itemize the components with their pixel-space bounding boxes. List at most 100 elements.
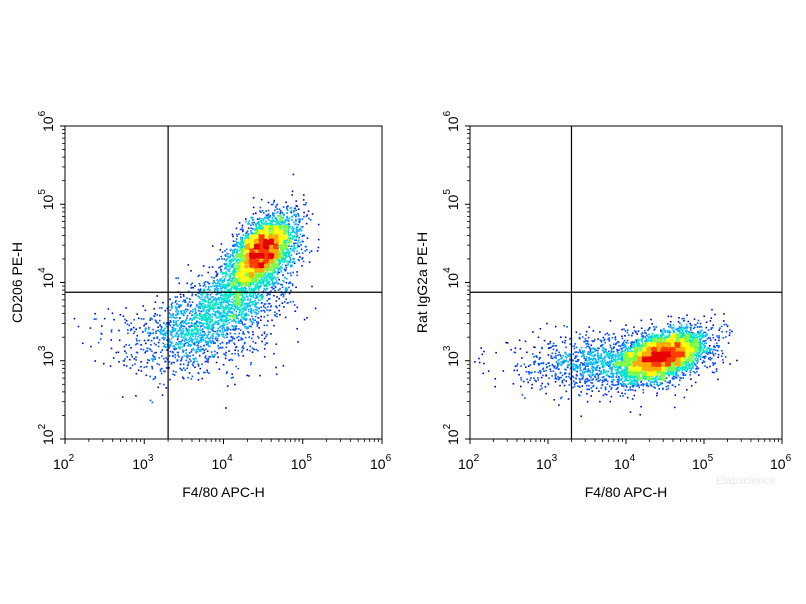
- event-dot: [222, 328, 224, 330]
- event-dot: [265, 286, 267, 288]
- event-dot: [229, 275, 231, 277]
- event-dot: [282, 287, 284, 289]
- event-dot: [232, 250, 234, 252]
- event-dot: [180, 344, 182, 346]
- event-dot: [208, 333, 210, 335]
- event-dot: [282, 212, 284, 214]
- event-dot: [279, 215, 281, 217]
- event-dot: [228, 295, 230, 297]
- event-dot: [266, 280, 268, 282]
- event-dot: [221, 290, 223, 292]
- event-dot: [311, 250, 313, 252]
- event-dot: [172, 329, 174, 331]
- event-dot: [244, 250, 246, 252]
- event-dot: [217, 285, 219, 287]
- event-dot: [172, 346, 174, 348]
- event-dot: [209, 302, 211, 304]
- event-dot: [178, 334, 180, 336]
- event-dot: [187, 315, 189, 317]
- event-dot: [237, 318, 239, 320]
- event-dot: [153, 378, 155, 380]
- event-dot: [195, 294, 197, 296]
- event-dot: [252, 334, 254, 336]
- event-dot: [220, 314, 222, 316]
- event-dot: [227, 315, 229, 317]
- event-dot: [188, 322, 190, 324]
- event-dot: [165, 310, 167, 312]
- event-dot: [135, 395, 137, 397]
- event-dot: [144, 367, 146, 369]
- event-dot: [190, 306, 192, 308]
- event-dot: [244, 287, 246, 289]
- event-dot: [203, 353, 205, 355]
- event-dot: [248, 269, 250, 271]
- event-dot: [198, 307, 200, 309]
- event-dot: [209, 289, 211, 291]
- event-dot: [165, 335, 167, 337]
- event-dot: [298, 252, 300, 254]
- event-dot: [238, 256, 240, 258]
- event-dot: [216, 272, 218, 274]
- event-dot: [187, 335, 189, 337]
- event-dot: [218, 335, 220, 337]
- event-dot: [213, 277, 215, 279]
- event-dot: [226, 327, 228, 329]
- event-dot: [290, 260, 292, 262]
- event-dot: [192, 309, 194, 311]
- event-dot: [221, 258, 223, 260]
- event-dot: [304, 319, 306, 321]
- event-dot: [221, 320, 223, 322]
- event-dot: [199, 285, 201, 287]
- event-dot: [159, 357, 161, 359]
- event-dot: [196, 341, 198, 343]
- event-dot: [234, 326, 236, 328]
- event-dot: [169, 344, 171, 346]
- event-dot: [283, 226, 285, 228]
- event-dot: [95, 318, 97, 320]
- event-dot: [252, 348, 254, 350]
- event-dot: [279, 208, 281, 210]
- event-dot: [284, 269, 286, 271]
- event-dot: [215, 321, 217, 323]
- event-dot: [144, 340, 146, 342]
- event-dot: [210, 286, 212, 288]
- event-dot: [238, 355, 240, 357]
- event-dot: [218, 267, 220, 269]
- event-dot: [250, 265, 252, 267]
- event-dot: [199, 307, 201, 309]
- event-dot: [165, 324, 167, 326]
- event-dot: [295, 209, 297, 211]
- event-dot: [228, 282, 230, 284]
- event-dot: [222, 276, 224, 278]
- event-dot: [264, 344, 266, 346]
- event-dot: [138, 318, 140, 320]
- event-dot: [284, 242, 286, 244]
- event-dot: [299, 222, 301, 224]
- event-dot: [74, 318, 76, 320]
- event-dot: [242, 287, 244, 289]
- event-dot: [162, 349, 164, 351]
- event-dot: [244, 283, 246, 285]
- event-dot: [283, 294, 285, 296]
- event-dot: [311, 286, 313, 288]
- event-dot: [173, 348, 175, 350]
- event-dot: [242, 238, 244, 240]
- event-dot: [177, 320, 179, 322]
- event-dot: [282, 243, 284, 245]
- event-dot: [290, 212, 292, 214]
- event-dot: [123, 316, 125, 318]
- event-dot: [253, 304, 255, 306]
- event-dot: [263, 310, 265, 312]
- event-dot: [293, 211, 295, 213]
- event-dot: [211, 296, 213, 298]
- event-dot: [170, 341, 172, 343]
- event-dot: [265, 336, 267, 338]
- event-dot: [190, 284, 192, 286]
- event-dot: [292, 262, 294, 264]
- event-dot: [101, 334, 103, 336]
- event-dot: [227, 385, 229, 387]
- event-dot: [195, 326, 197, 328]
- event-dot: [232, 336, 234, 338]
- event-dot: [111, 348, 113, 350]
- event-dot: [282, 264, 284, 266]
